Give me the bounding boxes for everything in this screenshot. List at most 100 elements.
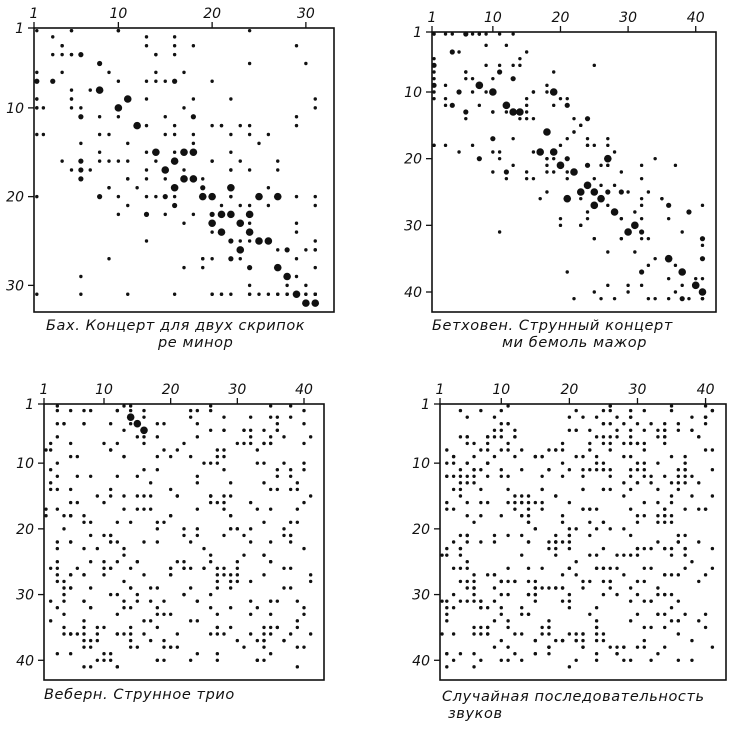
- webern-data-point: [162, 638, 166, 643]
- random-data-point: [499, 474, 503, 478]
- webern-data-point: [255, 461, 260, 465]
- random-data-point: [574, 408, 578, 413]
- random-data-point: [492, 415, 497, 419]
- random-data-point: [540, 500, 544, 505]
- webern-data-point: [288, 520, 293, 524]
- random-data-point: [465, 586, 469, 590]
- beethoven-data-point: [552, 70, 556, 74]
- webern-data-point: [95, 658, 100, 662]
- beethoven-data-point: [475, 81, 484, 90]
- beethoven-x-tick-label: 20: [552, 10, 570, 26]
- random-data-point: [458, 553, 463, 557]
- random-data-point: [540, 474, 544, 478]
- bach-data-point: [229, 292, 233, 296]
- bach-data-point: [247, 221, 252, 225]
- random-data-point: [615, 435, 619, 439]
- random-data-point: [656, 586, 660, 590]
- random-data-point: [703, 404, 708, 408]
- beethoven-data-point: [599, 183, 603, 188]
- random-data-point: [656, 500, 660, 505]
- random-data-point: [622, 454, 626, 459]
- random-data-point: [540, 632, 544, 636]
- random-data-point: [649, 474, 653, 478]
- webern-data-point: [82, 546, 86, 551]
- random-data-point: [588, 507, 592, 511]
- beethoven-data-point: [545, 156, 549, 161]
- random-data-point: [690, 560, 694, 564]
- random-data-point: [458, 474, 463, 478]
- webern-data-point: [262, 553, 266, 557]
- random-data-point: [451, 507, 456, 511]
- webern-data-point: [155, 540, 160, 544]
- webern-data-point: [248, 612, 253, 616]
- random-data-point: [465, 599, 469, 603]
- webern-data-point: [48, 487, 53, 492]
- bach-data-point: [238, 203, 242, 208]
- bach-data-point: [247, 239, 252, 243]
- webern-data-point: [88, 586, 93, 590]
- bach-data-point: [247, 203, 252, 208]
- webern-data-point: [128, 606, 133, 610]
- panel-bach: 1 10 20 30 1 10 20 30 Бах. Концерт для двух скр…: [0, 0, 370, 366]
- random-data-point: [663, 520, 667, 524]
- webern-data-point: [222, 533, 226, 538]
- bach-data-point: [236, 219, 245, 228]
- webern-data-point: [175, 632, 180, 636]
- bach-data-point: [126, 177, 130, 181]
- webern-data-point: [148, 481, 153, 485]
- beethoven-data-point: [431, 82, 437, 88]
- webern-data-point: [195, 474, 200, 478]
- bach-data-point: [247, 292, 252, 296]
- random-data-point: [642, 474, 646, 478]
- webern-data-point: [155, 422, 160, 426]
- random-data-point: [642, 645, 646, 649]
- webern-data-point: [308, 573, 313, 577]
- webern-data-point: [82, 520, 86, 524]
- beethoven-data-point: [502, 101, 511, 110]
- webern-data-point: [62, 422, 66, 426]
- random-data-point: [567, 566, 572, 570]
- beethoven-data-point: [700, 203, 705, 208]
- bach-data-point: [191, 212, 196, 217]
- bach-data-point: [273, 192, 282, 201]
- webern-data-point: [88, 520, 93, 524]
- random-data-point: [445, 665, 449, 669]
- bach-data-point: [154, 159, 158, 163]
- random-data-point: [656, 435, 660, 439]
- webern-data-point: [295, 619, 300, 623]
- beethoven-data-point: [511, 63, 515, 68]
- webern-data-point: [202, 461, 206, 465]
- random-data-point: [588, 428, 592, 432]
- webern-data-point: [82, 599, 86, 603]
- random-data-point: [710, 645, 715, 649]
- bach-data-point: [88, 88, 92, 92]
- beethoven-data-point: [639, 216, 644, 221]
- bach-data-point: [217, 210, 226, 219]
- webern-data-point: [140, 426, 148, 435]
- bach-data-point: [172, 78, 178, 84]
- chart-webern: 1 10 20 30 40 1 10 20 30 40: [16, 382, 325, 681]
- webern-data-point: [288, 632, 293, 636]
- random-data-point: [533, 652, 538, 656]
- webern-data-point: [108, 494, 113, 498]
- random-data-point: [526, 514, 531, 518]
- webern-data-point: [195, 422, 200, 426]
- random-plot-frame: [439, 403, 727, 681]
- webern-data-point: [88, 533, 93, 538]
- random-data-point: [533, 638, 538, 643]
- beethoven-data-point: [484, 63, 488, 68]
- random-data-point: [465, 500, 469, 505]
- random-data-point: [472, 652, 476, 656]
- random-data-point: [669, 606, 674, 610]
- random-data-point: [683, 474, 687, 478]
- random-data-point: [526, 500, 531, 505]
- random-data-point: [540, 566, 544, 570]
- webern-data-point: [108, 422, 113, 426]
- bach-data-point: [285, 283, 289, 288]
- webern-data-point: [62, 625, 66, 630]
- webern-data-point: [68, 514, 73, 518]
- random-data-point: [635, 546, 640, 551]
- webern-data-point: [288, 540, 293, 544]
- random-data-point: [663, 441, 667, 446]
- webern-data-point: [175, 645, 180, 649]
